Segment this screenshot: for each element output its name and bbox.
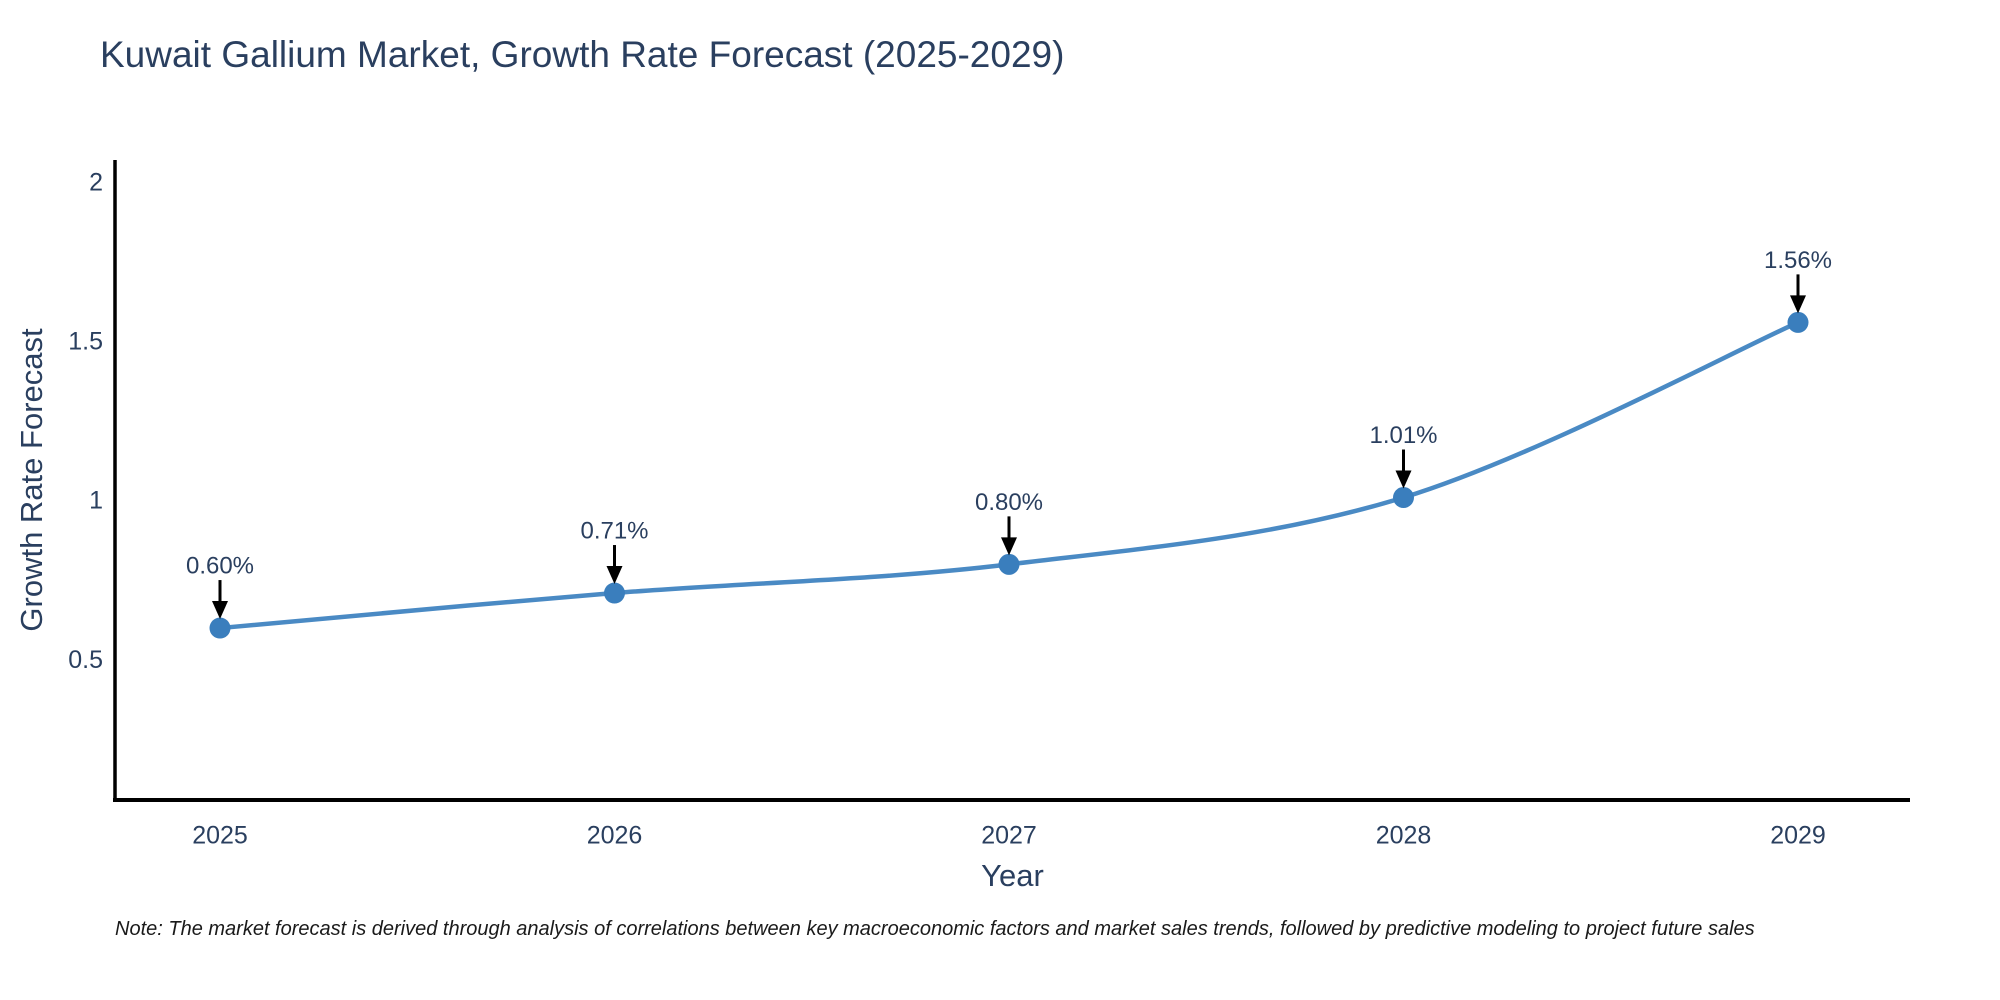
chart-title: Kuwait Gallium Market, Growth Rate Forec…: [100, 34, 1065, 75]
annotation-arrowhead: [212, 601, 228, 620]
y-tick-label: 1.5: [68, 327, 103, 355]
data-point-marker: [1787, 311, 1809, 333]
data-point-marker: [998, 553, 1020, 575]
data-point-label: 0.80%: [975, 489, 1043, 516]
data-point-marker: [1393, 487, 1414, 509]
x-tick-label: 2025: [192, 822, 248, 850]
x-tick-label: 2029: [1770, 822, 1826, 850]
data-point-marker: [209, 617, 231, 639]
data-point-label: 0.71%: [580, 518, 648, 545]
y-tick-label: 2: [89, 168, 103, 196]
x-tick-label: 2026: [587, 822, 643, 850]
data-point-label: 0.60%: [186, 553, 254, 580]
annotation-arrowhead: [606, 566, 623, 585]
chart-footnote: Note: The market forecast is derived thr…: [115, 918, 1755, 940]
data-point-marker: [604, 582, 625, 604]
annotation-arrowhead: [1001, 537, 1017, 556]
forecast-line: [219, 320, 1799, 631]
data-point-label: 1.01%: [1369, 422, 1437, 449]
y-tick-label: 0.5: [68, 646, 103, 674]
x-tick-label: 2028: [1376, 822, 1432, 850]
annotation-arrowhead: [1395, 470, 1412, 489]
x-axis-title: Year: [981, 858, 1044, 893]
y-tick-label: 1: [89, 487, 103, 515]
x-tick-label: 2027: [981, 822, 1037, 850]
annotation-arrowhead: [1790, 295, 1806, 314]
data-point-label: 1.56%: [1764, 247, 1832, 274]
